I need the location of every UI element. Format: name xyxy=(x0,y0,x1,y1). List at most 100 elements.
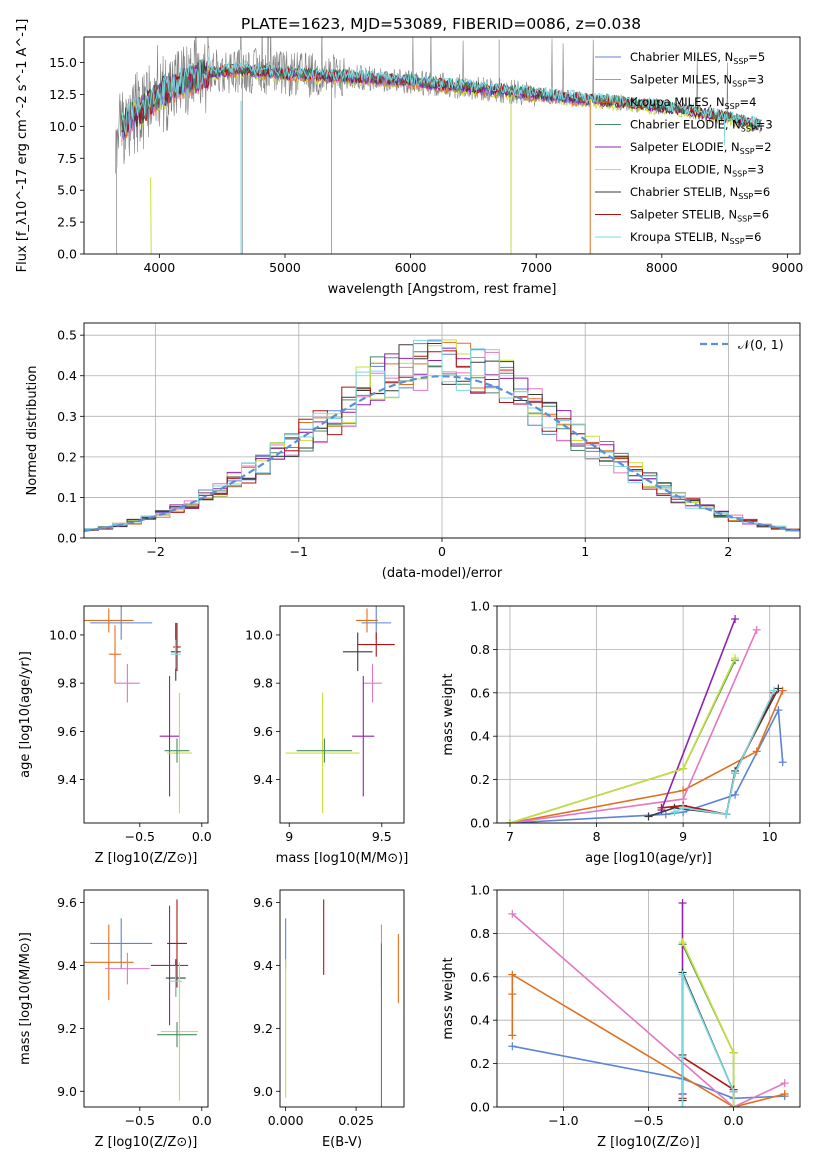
residuals-panel: −2 −1 0 1 2 0.0 0.1 0.2 0.3 0.4 0.5 (data-model)/er… xyxy=(25,322,801,581)
age_vs_Z-plot-area xyxy=(84,606,192,814)
x-tick-label: 6000 xyxy=(395,260,427,275)
weight-line-chabrier_miles xyxy=(509,707,784,823)
weight-marker-kroupa_miles xyxy=(752,747,761,756)
mass_vs_Z-panel: −0.5 0.0 9.0 9.2 9.4 9.6 Z [log10(Z/Z⊙)] mass [… xyxy=(18,889,212,1150)
y-tick-label: 9.2 xyxy=(57,1021,77,1036)
legend-label-salpeter_elodie: Salpeter ELODIE, NSSP=2 xyxy=(630,140,772,156)
weight_vs_Z-plot-area xyxy=(508,899,789,1107)
x-tick-label: −0.5 xyxy=(125,829,155,844)
x-tick-label: 2 xyxy=(724,544,732,559)
y-axis-label: Normed distribution xyxy=(25,366,40,496)
x-tick-label: 1 xyxy=(581,544,589,559)
weight-line-salpeter_miles xyxy=(511,913,786,1107)
x-tick-label: 8000 xyxy=(646,260,678,275)
y-tick-label: 9.4 xyxy=(253,772,273,787)
legend-label-chabrier_stelib: Chabrier STELIB, NSSP=6 xyxy=(630,185,770,201)
axes-frame xyxy=(83,889,209,1108)
y-tick-label: 0.1 xyxy=(57,490,77,505)
y-tick-label: 0.8 xyxy=(470,926,490,941)
x-tick-label: 4000 xyxy=(143,260,175,275)
x-tick-label: 10 xyxy=(762,829,778,844)
y-tick-label: 9.2 xyxy=(253,1021,273,1036)
weight-marker-chabrier_miles xyxy=(778,758,787,767)
y-tick-label: 9.4 xyxy=(57,772,77,787)
model-spectrum-kroupa_stelib xyxy=(121,56,763,135)
weight-marker-kroupa_stelib xyxy=(678,970,687,979)
age_vs_mass-plot-area xyxy=(285,606,395,814)
weight-marker-kroupa_stelib xyxy=(670,808,679,817)
x-tick-label: 0.0 xyxy=(192,829,212,844)
y-tick-label: 9.8 xyxy=(57,676,77,691)
y-tick-label: 9.4 xyxy=(57,958,77,973)
weight-marker-kroupa_elodie xyxy=(729,1103,738,1107)
y-tick-label: 9.6 xyxy=(57,724,77,739)
charts-layer: 4000 5000 6000 7000 8000 90000.02.55.07.510.0… xyxy=(15,19,803,1150)
weight-marker-kroupa_miles xyxy=(508,970,517,979)
weight-marker-kroupa_elodie xyxy=(679,764,688,773)
residuals-plot-area xyxy=(84,339,800,532)
weight-marker-kroupa_stelib xyxy=(678,1103,687,1107)
y-axis-label: mass weight xyxy=(441,957,456,1039)
x-tick-label: −1.0 xyxy=(548,1113,578,1128)
y-tick-label: 10.0 xyxy=(49,119,77,134)
axes-frame xyxy=(279,889,405,1108)
y-tick-label: 9.6 xyxy=(253,724,273,739)
axes-frame xyxy=(279,605,405,824)
x-tick-label: 9 xyxy=(285,829,293,844)
weight-marker-kroupa_miles xyxy=(508,990,517,999)
weight-line-salpeter_elodie xyxy=(660,618,736,811)
weight-marker-salpeter_miles xyxy=(780,1079,789,1088)
y-tick-label: 10.0 xyxy=(245,627,273,642)
y-tick-label: 0.3 xyxy=(57,409,77,424)
x-tick-label: 8 xyxy=(593,829,601,844)
y-axis-label: age [log10(age/yr)] xyxy=(18,651,33,778)
model-dip xyxy=(150,177,152,254)
y-tick-label: 0.6 xyxy=(470,969,490,984)
x-tick-label: −2 xyxy=(146,544,164,559)
weight-line-kroupa_stelib xyxy=(681,974,735,1107)
weight_vs_Z-panel: −1.0 −0.5 0.0 0.0 0.2 0.4 0.6 0.8 1.0 Z [log10(Z/… xyxy=(441,883,801,1150)
weight-marker-kroupa_miles xyxy=(780,1089,789,1098)
axes-frame xyxy=(496,889,801,1108)
mass_vs_ebv-plot-area xyxy=(285,899,399,1107)
weight-marker-kroupa_miles xyxy=(508,1031,517,1040)
y-tick-label: 0.0 xyxy=(470,816,490,831)
y-tick-label: 0.0 xyxy=(57,247,77,262)
weight-marker-salpeter_elodie xyxy=(731,615,740,624)
weight-marker-kroupa_stelib xyxy=(770,686,779,695)
x-tick-label: 7000 xyxy=(520,260,552,275)
weight-marker-kroupa_miles xyxy=(679,786,688,795)
legend-label-chabrier_miles: Chabrier MILES, NSSP=5 xyxy=(630,50,765,66)
histogram-chabrier_stelib xyxy=(84,343,800,531)
weight-marker-kroupa_stelib xyxy=(678,1053,687,1062)
y-tick-label: 9.4 xyxy=(253,958,273,973)
x-axis-label: E(B-V) xyxy=(322,1135,362,1150)
y-tick-label: 2.5 xyxy=(57,215,77,230)
axes-frame xyxy=(83,36,801,255)
weight-marker-chabrier_stelib xyxy=(644,812,653,821)
x-axis-label: mass [log10(M/M⊙)] xyxy=(276,851,409,866)
x-axis-label: Z [log10(Z/Z⊙)] xyxy=(95,851,198,866)
x-tick-label: 5000 xyxy=(269,260,301,275)
y-tick-label: 0.0 xyxy=(57,531,77,546)
y-tick-label: 0.2 xyxy=(57,449,77,464)
weight-marker-chabrier_stelib xyxy=(774,684,783,693)
x-tick-label: 9 xyxy=(679,829,687,844)
weight-line-kroupa_miles xyxy=(509,690,784,823)
x-tick-label: 7 xyxy=(506,829,514,844)
y-tick-label: 0.5 xyxy=(57,328,77,343)
y-tick-label: 0.6 xyxy=(470,685,490,700)
y-tick-label: 5.0 xyxy=(57,183,77,198)
x-axis-label: Z [log10(Z/Z⊙)] xyxy=(597,1135,700,1150)
x-tick-label: −0.5 xyxy=(633,1113,663,1128)
weight-marker-kroupa_elodie xyxy=(729,1048,738,1057)
y-tick-label: 9.8 xyxy=(253,676,273,691)
weight-marker-chabrier_miles xyxy=(731,790,740,799)
x-axis-label: (data-model)/error xyxy=(382,566,503,581)
legend-label-kroupa_stelib: Kroupa STELIB, NSSP=6 xyxy=(630,230,761,246)
y-tick-label: 1.0 xyxy=(470,883,490,898)
weight-marker-chabrier_miles xyxy=(661,810,670,819)
x-tick-label: 9.5 xyxy=(372,829,392,844)
y-tick-label: 12.5 xyxy=(49,87,77,102)
age_vs_Z-panel: −0.5 0.0 9.4 9.6 9.8 10.0 Z [log10(Z/Z⊙)] age [… xyxy=(18,605,212,866)
